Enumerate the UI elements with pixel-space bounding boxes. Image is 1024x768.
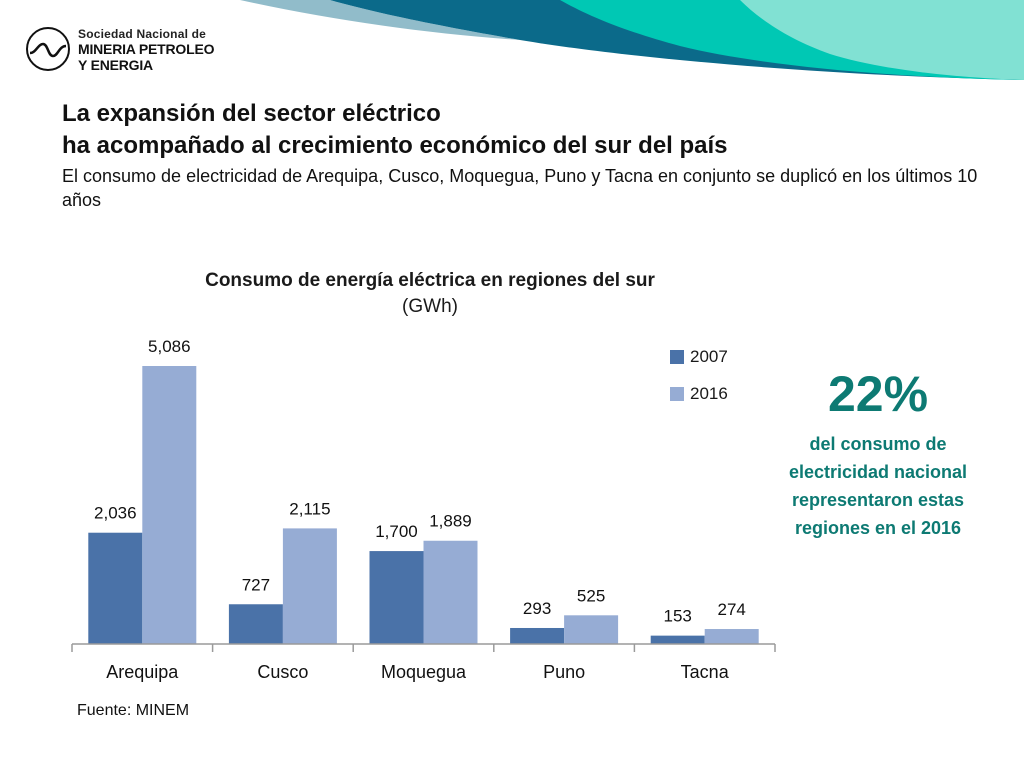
bar-moquegua-2016 (423, 540, 478, 644)
x-tick-label-tacna: Tacna (681, 662, 730, 682)
x-tick-label-arequipa: Arequipa (106, 662, 179, 682)
stat-description: del consumo de electricidad nacional rep… (788, 434, 968, 538)
bar-puno-2007 (510, 627, 565, 644)
legend-label-2016: 2016 (690, 384, 728, 403)
legend-item-2016: 2016 (670, 382, 728, 406)
chart-title: Consumo de energía eléctrica en regiones… (205, 270, 655, 291)
bar-cusco-2007 (228, 604, 283, 644)
bar-arequipa-2016 (142, 366, 197, 644)
data-label-moquegua-2016: 1,889 (429, 512, 472, 531)
bar-tacna-2007 (650, 635, 705, 644)
bar-moquegua-2007 (369, 551, 424, 644)
chart-subtitle: (GWh) (402, 296, 458, 317)
legend-item-2007: 2007 (670, 345, 728, 369)
data-label-tacna-2016: 274 (718, 600, 746, 619)
chart-legend: 2007 2016 (670, 345, 728, 419)
headline-subtitle: El consumo de electricidad de Arequipa, … (62, 166, 978, 210)
logo-line-3: Y ENERGIA (78, 57, 153, 73)
highlight-stat: 22% del consumo de electricidad nacional… (770, 362, 986, 542)
legend-label-2007: 2007 (690, 347, 728, 366)
legend-swatch-2016 (670, 387, 684, 401)
logo-emblem-icon (26, 27, 70, 71)
data-label-tacna-2007: 153 (664, 607, 692, 626)
legend-swatch-2007 (670, 350, 684, 364)
logo-line-1: Sociedad Nacional de (78, 27, 207, 41)
bar-arequipa-2007 (88, 532, 143, 644)
logo-line-2: MINERIA PETROLEO (78, 41, 215, 57)
data-label-puno-2007: 293 (523, 599, 551, 618)
x-tick-label-puno: Puno (543, 662, 585, 682)
bar-cusco-2016 (282, 528, 337, 644)
data-label-arequipa-2007: 2,036 (94, 504, 137, 523)
stat-value: 22% (827, 366, 929, 422)
data-label-cusco-2016: 2,115 (289, 499, 330, 518)
data-label-puno-2016: 525 (577, 586, 605, 605)
headline-title-line-1: La expansión del sector eléctrico (62, 100, 441, 127)
headline: La expansión del sector eléctrico ha aco… (62, 98, 992, 212)
logo: Sociedad Nacional de MINERIA PETROLEO Y … (26, 26, 226, 76)
data-label-arequipa-2016: 5,086 (148, 337, 191, 356)
source-note: Fuente: MINEM (77, 702, 190, 719)
x-tick-label-moquegua: Moquegua (381, 662, 467, 682)
bar-puno-2016 (564, 615, 619, 644)
headline-title-line-2: ha acompañado al crecimiento económico d… (62, 132, 728, 159)
x-tick-label-cusco: Cusco (257, 662, 308, 682)
header-banner (240, 0, 1024, 80)
data-label-moquegua-2007: 1,700 (375, 522, 418, 541)
bar-tacna-2016 (704, 629, 759, 644)
data-label-cusco-2007: 727 (242, 575, 270, 594)
chart-title-block: Consumo de energía eléctrica en regiones… (120, 268, 740, 320)
